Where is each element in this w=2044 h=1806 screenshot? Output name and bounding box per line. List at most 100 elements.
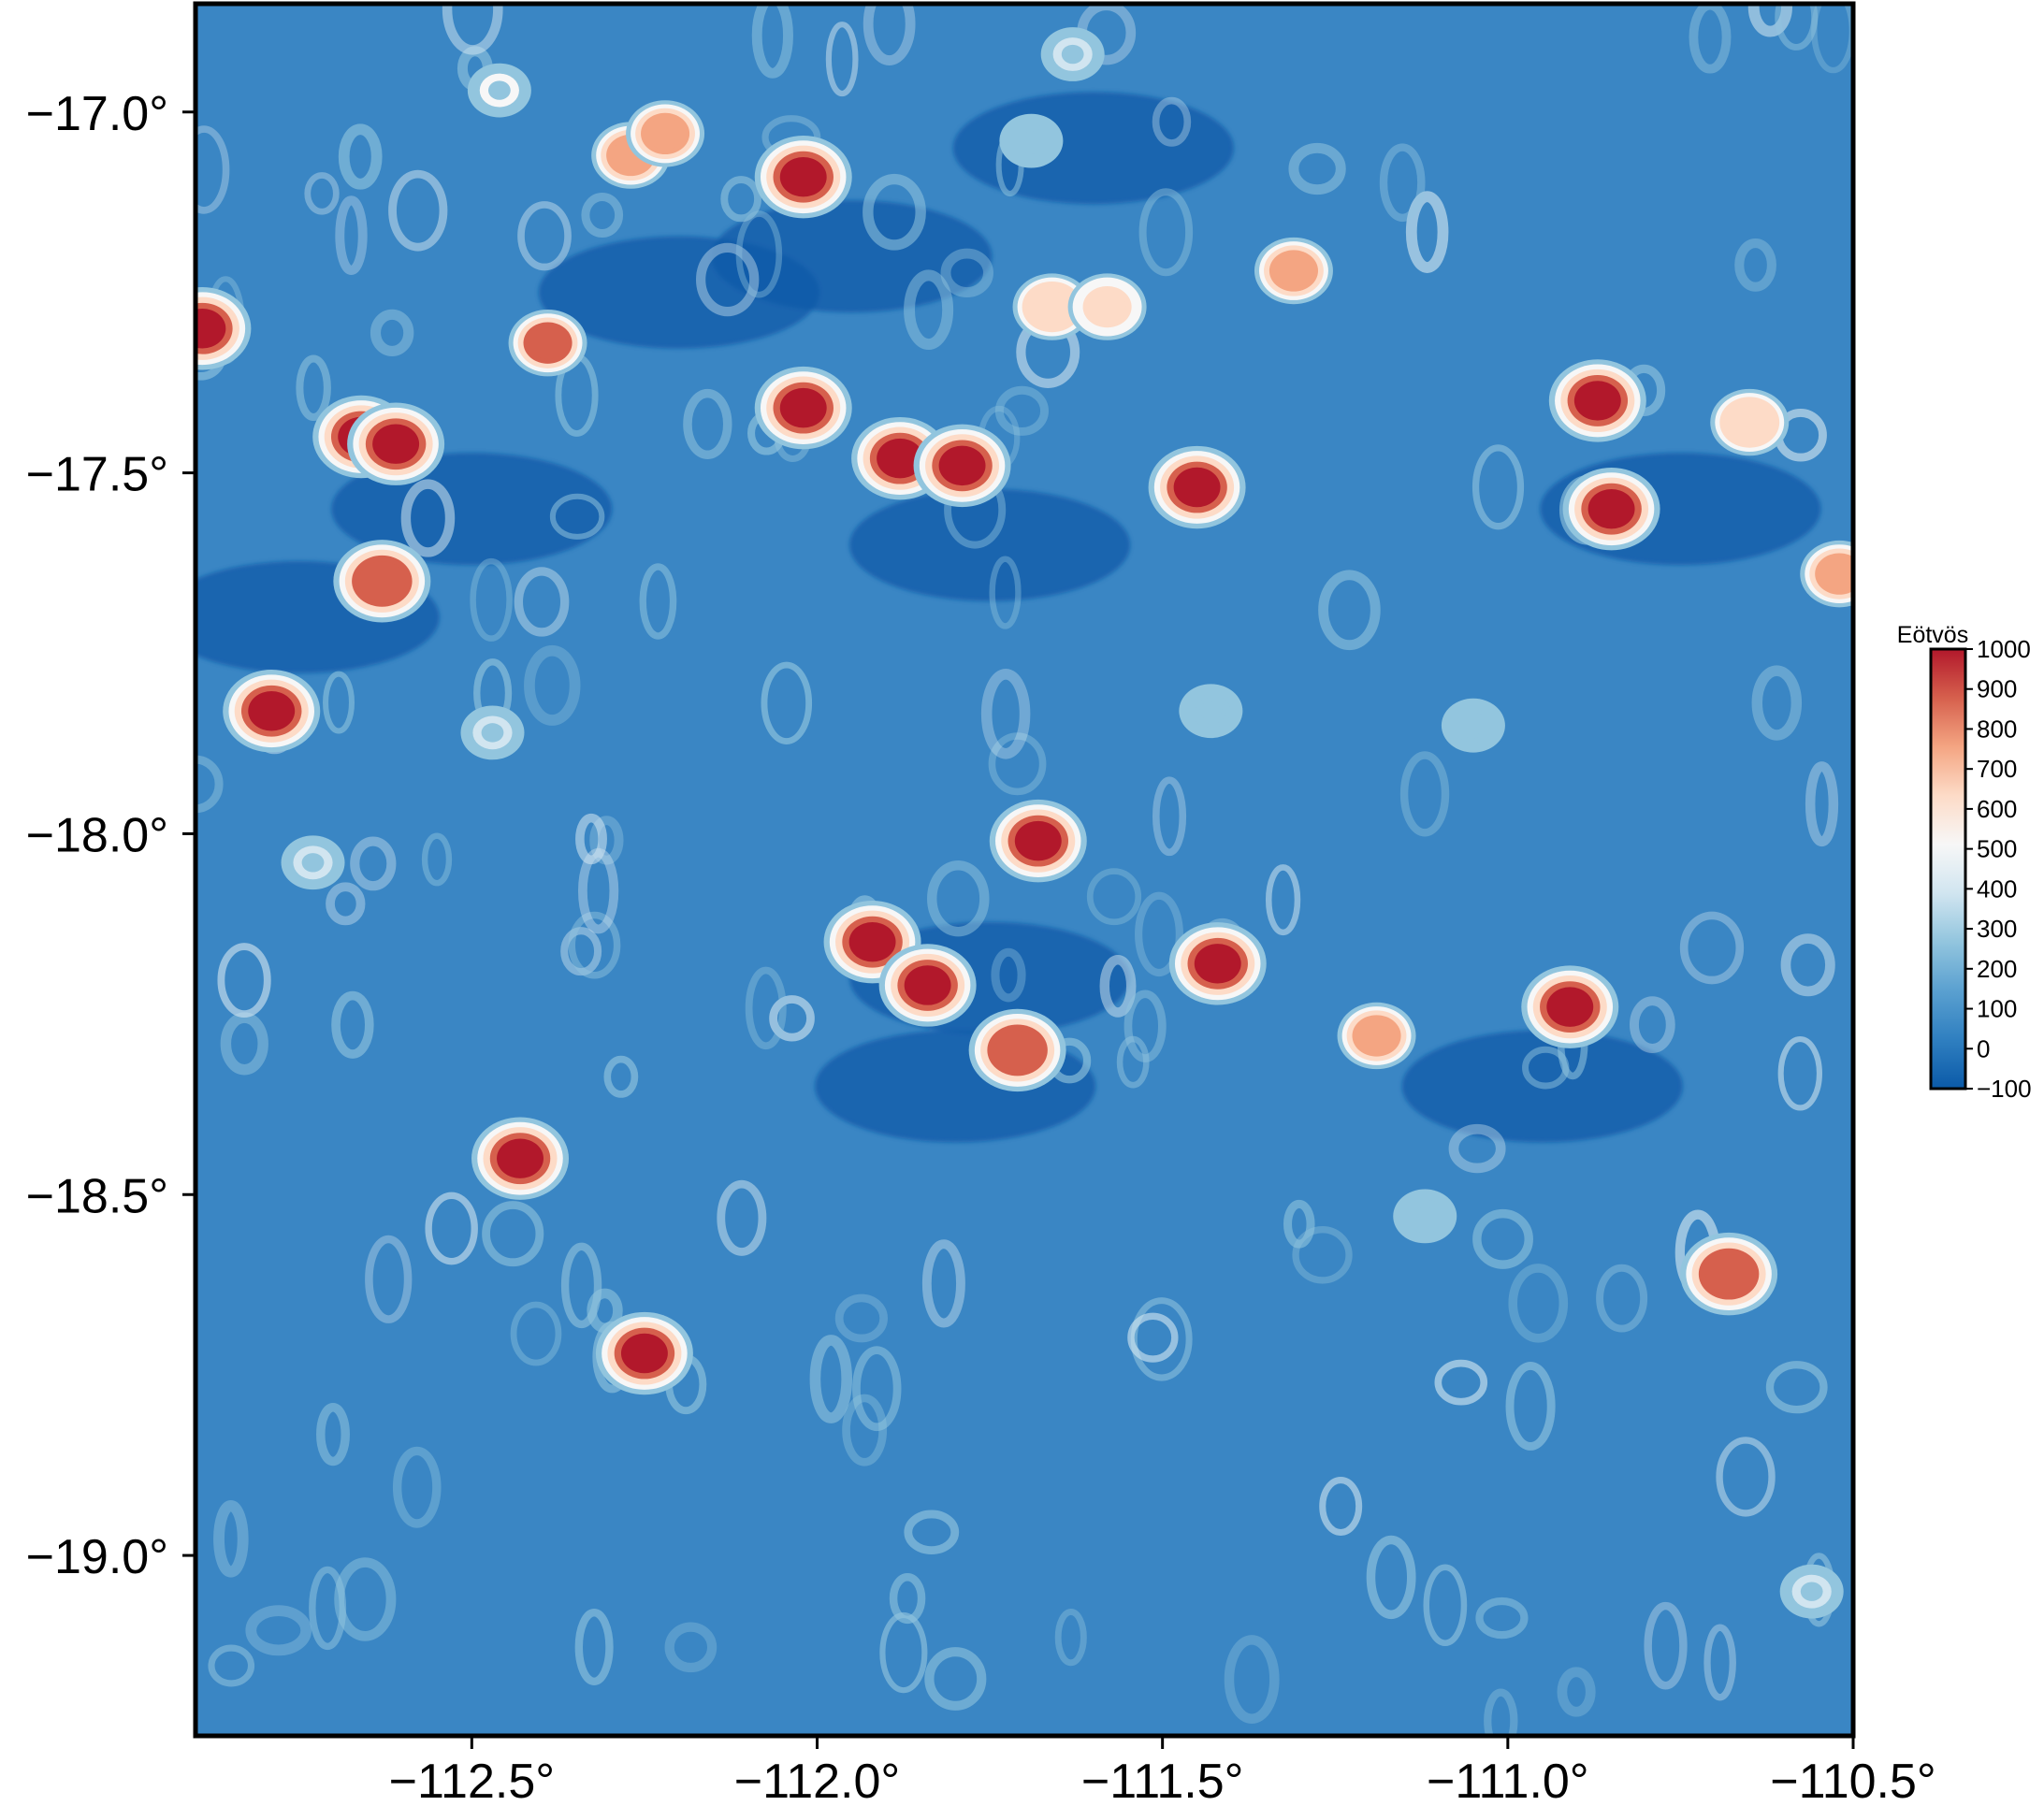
colorbar-tick-label: 300: [1977, 915, 2017, 943]
y-tick-label: −17.5°: [26, 448, 168, 502]
anomaly: [1441, 698, 1505, 753]
texture-ring: [834, 1293, 888, 1343]
anomaly: [1179, 684, 1243, 739]
anomaly-core: [301, 853, 325, 873]
texture-ring: [745, 966, 787, 1050]
texture-ring: [842, 1394, 888, 1466]
texture-ring: [304, 172, 340, 215]
texture-ring: [425, 1192, 478, 1265]
anomaly: [754, 136, 852, 219]
anomaly-core: [1199, 701, 1223, 721]
texture-ring: [1505, 1361, 1556, 1451]
texture-ring: [514, 567, 570, 637]
texture-ring: [589, 816, 624, 865]
texture-ring: [1152, 776, 1187, 857]
texture-ring: [524, 644, 581, 726]
texture-ring: [1471, 444, 1525, 530]
texture-ring: [717, 1179, 767, 1256]
anomaly-contour: [904, 965, 951, 1005]
texture-ring: [365, 1235, 413, 1323]
texture-ring: [1379, 143, 1426, 223]
texture-ring: [1765, 1361, 1828, 1414]
texture-ring: [517, 201, 572, 271]
texture-ring: [1292, 1226, 1353, 1284]
anomaly-contour: [1357, 1019, 1396, 1052]
texture-ring: [1283, 1199, 1315, 1249]
anomaly: [754, 366, 852, 450]
texture-ring: [1780, 933, 1835, 997]
texture-ring: [1644, 1601, 1688, 1690]
texture-ring: [482, 1201, 544, 1267]
anomaly-contour: [993, 1030, 1041, 1071]
colorbar-tick-label: 900: [1977, 675, 2017, 703]
texture-ring: [695, 242, 760, 317]
anomaly-contour: [196, 309, 226, 349]
anomaly-contour: [620, 1333, 668, 1374]
trough-zone: [952, 92, 1234, 205]
anomaly: [1779, 1564, 1844, 1619]
colorbar-tick-label: 200: [1977, 955, 2017, 983]
anomaly-core: [487, 80, 511, 100]
anomaly-contour: [848, 921, 896, 962]
texture-ring: [1138, 188, 1194, 277]
anomaly-core: [1462, 715, 1485, 735]
texture-ring: [560, 1242, 602, 1329]
texture-ring: [370, 309, 414, 357]
texture-ring: [1224, 1635, 1280, 1724]
anomaly: [1393, 1189, 1457, 1244]
anomaly: [467, 63, 531, 118]
anomaly: [1548, 359, 1646, 442]
texture-ring: [989, 556, 1022, 629]
x-axis: −112.5° −112.0° −111.5° −111.0° −110.5°: [389, 1736, 1936, 1806]
texture-ring: [217, 943, 271, 1019]
anomaly: [913, 424, 1011, 508]
texture-ring: [1775, 4, 1819, 51]
texture-ring: [316, 1402, 350, 1466]
anomaly-contour: [1731, 406, 1769, 439]
anomaly-core: [481, 723, 504, 743]
texture-ring: [863, 173, 926, 251]
colorbar-title: Eötvös: [1897, 622, 1968, 648]
colorbar-tick-label: 700: [1977, 755, 2017, 783]
texture-ring: [1423, 1564, 1468, 1646]
x-tick-label: −111.5°: [1081, 1755, 1244, 1806]
texture-ring: [1448, 1123, 1506, 1174]
anomaly: [1012, 273, 1092, 340]
colorbar-tick-label: 400: [1977, 874, 2017, 903]
anomaly-contour: [1546, 987, 1594, 1027]
texture-ring: [994, 385, 1049, 436]
anomaly-contour: [1033, 290, 1071, 324]
anomaly: [460, 705, 525, 760]
texture-ring: [442, 4, 503, 55]
anomaly: [989, 799, 1087, 883]
anomaly-contour: [529, 326, 567, 359]
colorbar-tick-label: 100: [1977, 995, 2017, 1023]
colorbar-tick-label: 500: [1977, 835, 2017, 863]
texture-ring: [392, 1446, 442, 1528]
texture-ring: [1405, 191, 1449, 273]
x-tick-label: −112.5°: [389, 1755, 555, 1806]
anomaly-contour: [938, 445, 986, 486]
texture-ring: [335, 195, 368, 276]
texture-ring: [196, 125, 230, 214]
texture-ring: [470, 557, 513, 642]
texture-ring: [1629, 996, 1675, 1053]
texture-ring: [560, 927, 602, 976]
anomaly: [1562, 467, 1660, 551]
anomaly-contour: [1194, 944, 1241, 984]
texture-ring: [852, 1346, 902, 1432]
anomaly-contour: [1573, 381, 1621, 421]
texture-ring: [1679, 911, 1745, 985]
colorbar-tick-label: 600: [1977, 795, 2017, 823]
texture-ring: [904, 1510, 960, 1555]
texture-ring: [1265, 864, 1301, 936]
y-tick-label: −19.0°: [26, 1530, 168, 1584]
texture-ring: [1054, 1609, 1087, 1667]
texture-ring: [587, 1288, 623, 1334]
trough-zone: [1401, 1030, 1683, 1143]
texture-ring: [924, 1647, 987, 1711]
texture-ring: [991, 947, 1026, 1003]
texture-ring: [988, 732, 1047, 796]
texture-ring: [921, 1239, 965, 1328]
anomaly: [595, 1311, 693, 1395]
